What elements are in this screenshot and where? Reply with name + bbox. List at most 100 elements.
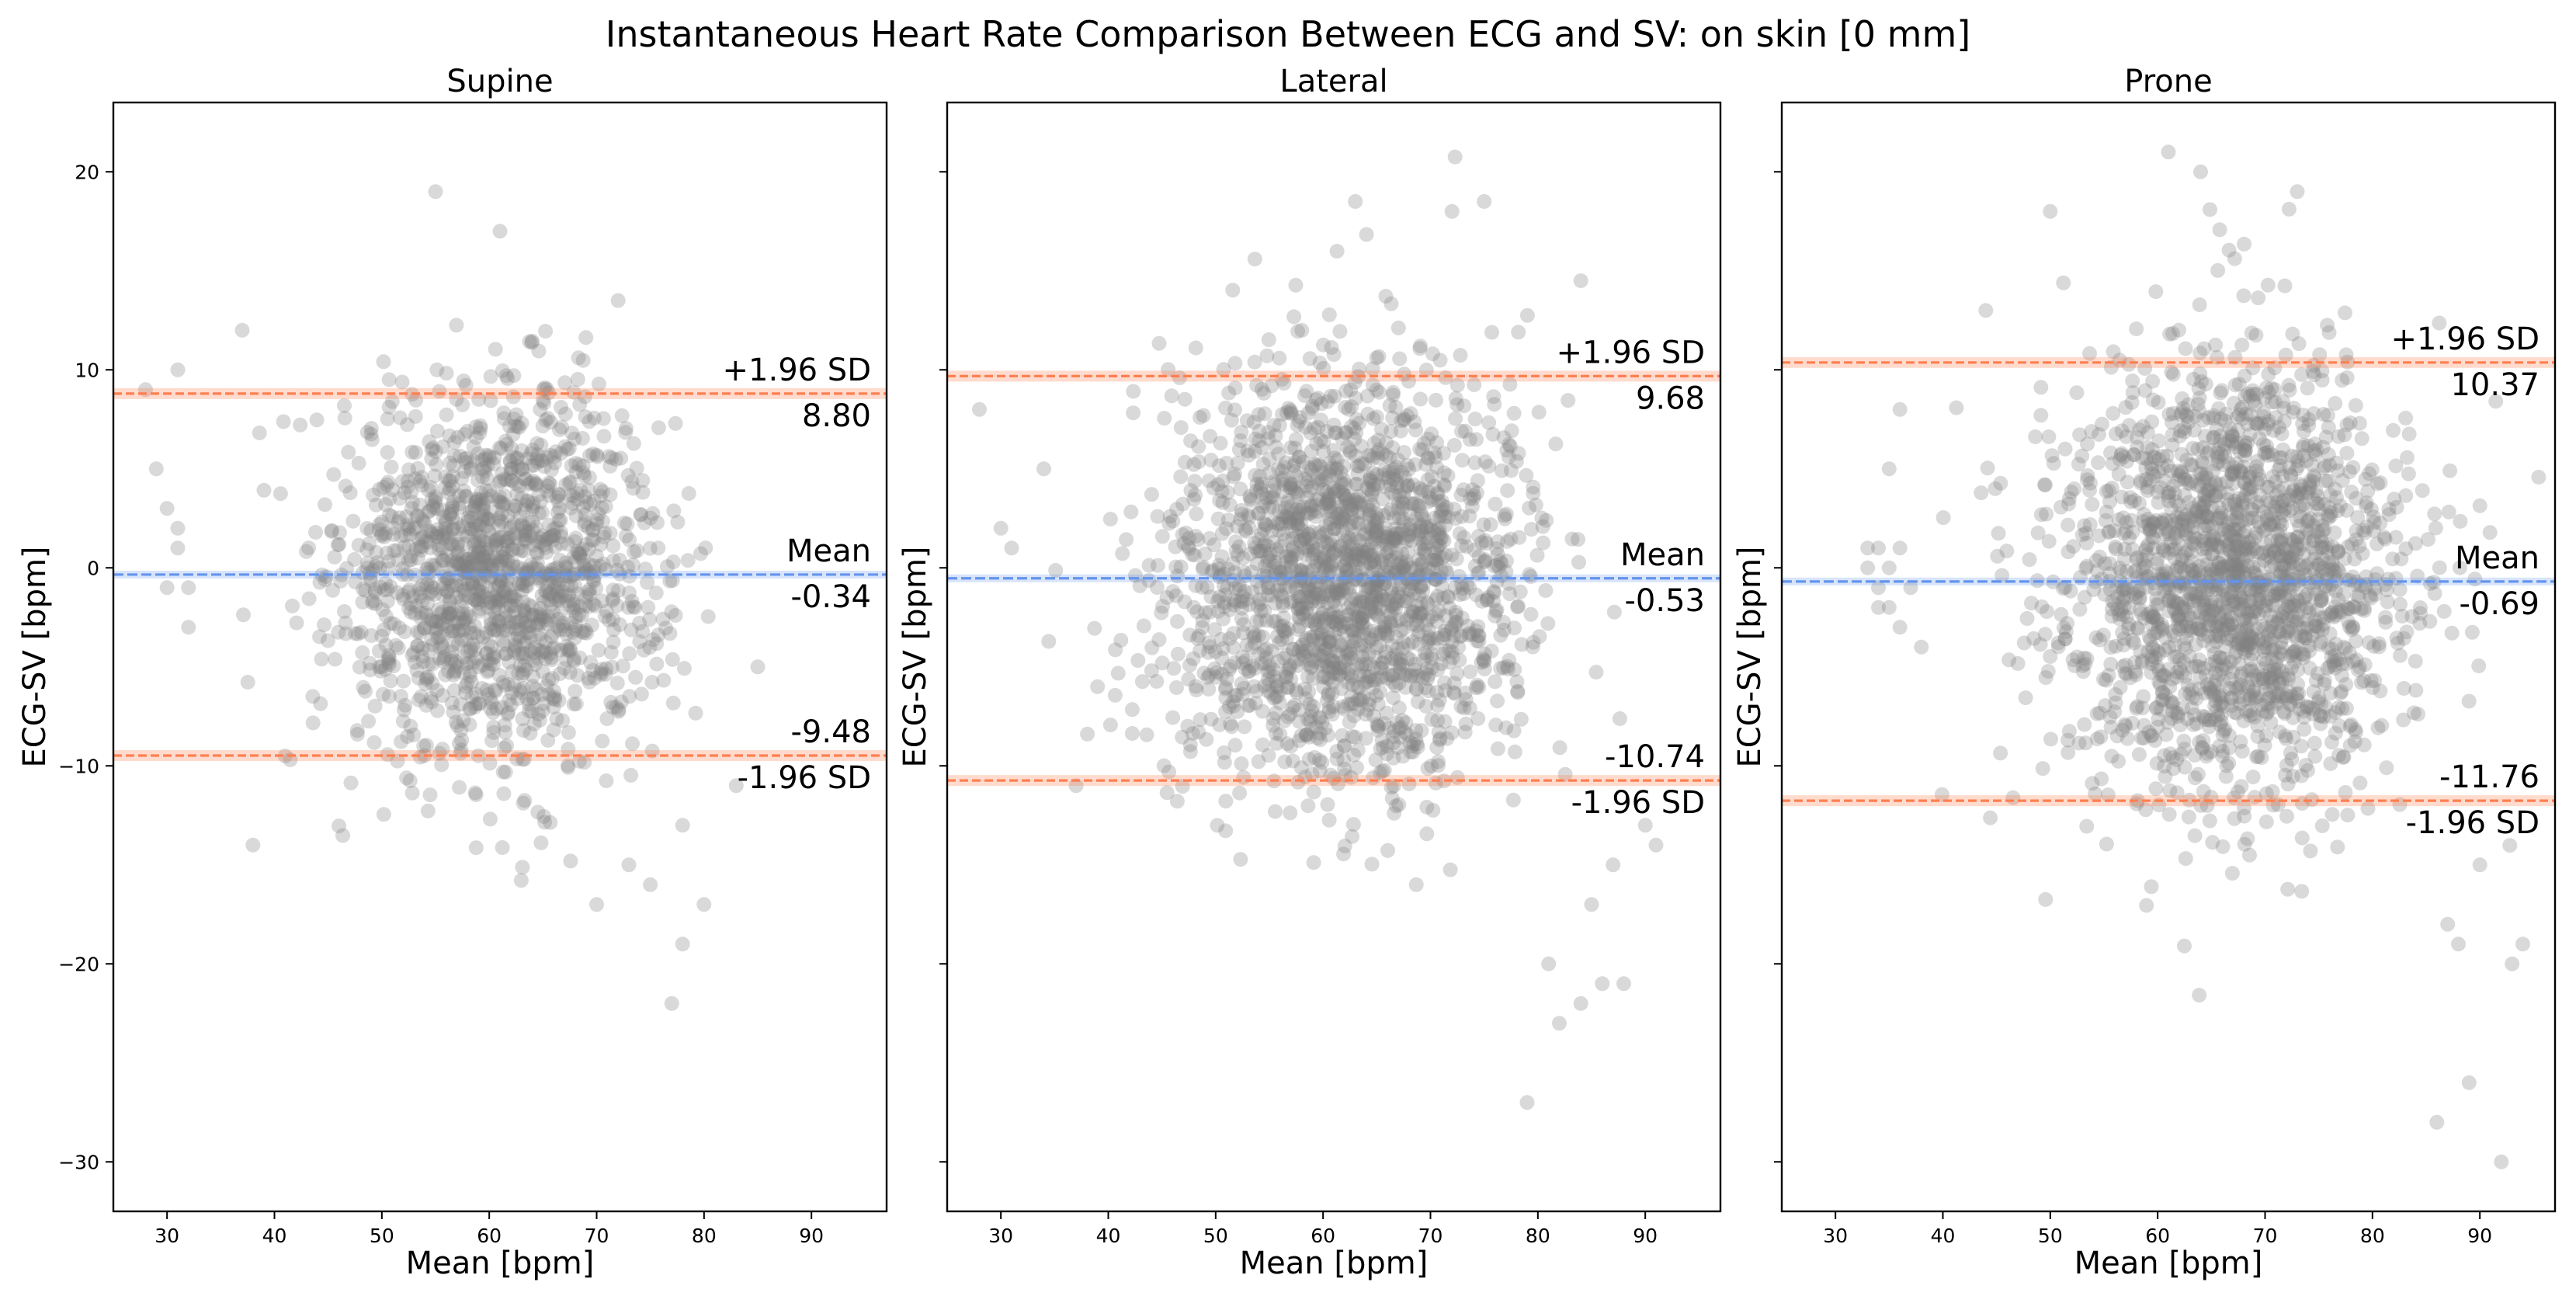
data-point xyxy=(2125,385,2140,400)
data-point xyxy=(1161,362,1176,377)
data-point xyxy=(2381,502,2397,517)
data-point xyxy=(1424,492,1439,508)
data-point xyxy=(1357,608,1373,624)
data-point xyxy=(1292,499,1307,515)
data-point xyxy=(2257,738,2272,753)
data-point xyxy=(436,552,451,568)
data-point xyxy=(1359,702,1375,717)
data-point xyxy=(2277,551,2293,567)
data-point xyxy=(1386,750,1401,766)
data-point xyxy=(1388,526,1404,541)
data-point xyxy=(521,565,536,580)
data-point xyxy=(2258,599,2273,614)
data-point xyxy=(1446,676,1462,691)
data-point xyxy=(2140,440,2155,455)
data-point xyxy=(665,695,681,711)
data-point xyxy=(535,419,550,434)
data-point xyxy=(1438,643,1453,658)
data-point xyxy=(1136,618,1151,634)
data-point xyxy=(2317,676,2332,692)
data-point xyxy=(2213,510,2229,526)
data-point xyxy=(1329,752,1345,766)
data-point xyxy=(1377,619,1392,634)
data-point xyxy=(470,569,486,585)
data-point xyxy=(450,536,466,551)
data-point xyxy=(2255,697,2270,713)
data-point xyxy=(2253,580,2269,596)
data-point xyxy=(1195,613,1210,628)
data-point xyxy=(535,704,550,719)
data-point xyxy=(499,436,515,452)
data-point xyxy=(2254,415,2269,431)
data-point xyxy=(2056,581,2071,596)
data-point xyxy=(463,625,478,641)
data-point xyxy=(2289,540,2304,555)
data-point xyxy=(1327,388,1342,404)
data-point xyxy=(543,415,558,430)
data-point xyxy=(2245,685,2261,700)
data-point xyxy=(1307,585,1323,600)
x-tick-label: 70 xyxy=(585,1225,609,1247)
data-point xyxy=(592,488,608,504)
data-point xyxy=(491,489,507,505)
data-point xyxy=(437,521,453,537)
data-point xyxy=(2132,495,2147,511)
data-point xyxy=(2234,575,2250,590)
data-point xyxy=(2182,530,2197,546)
data-point xyxy=(1405,617,1421,632)
data-point xyxy=(1286,309,1302,325)
data-point xyxy=(1994,568,2010,583)
data-point xyxy=(1220,512,1236,528)
data-point xyxy=(1437,623,1453,638)
data-point xyxy=(414,478,429,493)
data-point xyxy=(1352,458,1367,474)
data-point xyxy=(2250,475,2265,490)
data-point xyxy=(541,686,557,702)
data-point xyxy=(521,572,536,587)
data-point xyxy=(1324,532,1340,547)
data-point xyxy=(2149,591,2165,606)
data-point xyxy=(1257,603,1272,619)
data-point xyxy=(1408,457,1423,472)
data-point xyxy=(1369,585,1384,599)
data-point xyxy=(2232,443,2248,459)
data-point xyxy=(416,738,432,754)
data-point xyxy=(305,715,321,731)
data-point xyxy=(2266,642,2282,658)
data-point xyxy=(454,558,470,573)
data-point xyxy=(312,575,328,590)
data-point xyxy=(478,509,494,525)
data-point xyxy=(555,713,571,728)
data-point xyxy=(1380,545,1395,561)
data-point xyxy=(2138,472,2154,488)
data-point xyxy=(2306,684,2321,700)
data-point xyxy=(522,618,537,634)
data-point xyxy=(1312,752,1327,768)
data-point xyxy=(1132,578,1147,593)
data-point xyxy=(2224,589,2239,604)
data-point xyxy=(494,700,509,715)
data-point xyxy=(2145,639,2160,655)
data-point xyxy=(1328,666,1344,681)
data-point xyxy=(1371,349,1387,364)
data-point xyxy=(478,519,494,534)
data-point xyxy=(1408,656,1423,672)
data-point xyxy=(2219,585,2234,601)
data-point xyxy=(2317,699,2333,714)
data-point xyxy=(622,646,637,662)
data-point xyxy=(483,611,498,627)
data-point xyxy=(428,184,443,200)
data-point xyxy=(1378,645,1394,660)
data-point xyxy=(1258,650,1274,665)
data-point xyxy=(1355,649,1370,665)
data-point xyxy=(1448,607,1463,623)
data-point xyxy=(1416,652,1432,668)
lower-sd-label: -1.96 SD xyxy=(738,760,871,796)
data-point xyxy=(1268,613,1283,629)
data-point xyxy=(2224,465,2240,481)
data-point xyxy=(1390,557,1405,572)
data-point xyxy=(640,575,655,590)
data-point xyxy=(507,598,522,613)
data-point xyxy=(1436,773,1452,789)
data-point xyxy=(1218,679,1234,695)
